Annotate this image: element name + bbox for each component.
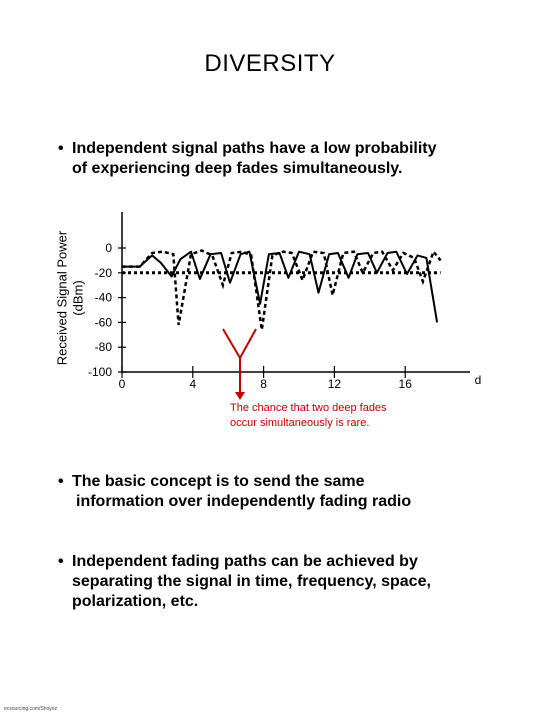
bullet-3-line-1: Independent fading paths can be achieved… <box>72 553 418 570</box>
bullet-2: • The basic concept is to send the same i… <box>58 472 518 512</box>
x-axis-label: d <box>475 373 482 387</box>
y-tick-label: -20 <box>95 266 113 280</box>
x-tick-label: 8 <box>260 377 267 391</box>
bullet-1-line-1: Independent signal paths have a low prob… <box>72 140 437 157</box>
x-tick-label: 4 <box>189 377 196 391</box>
bullet-marker: • <box>58 553 64 570</box>
bullet-1: • Independent signal paths have a low pro… <box>58 139 518 179</box>
annotation-line-1: The chance that two deep fades <box>230 402 387 414</box>
x-tick-label: 0 <box>119 377 126 391</box>
bullet-3-line-3: polarization, etc. <box>72 593 199 610</box>
y-tick-label: 0 <box>105 241 112 255</box>
bullet-1-line-2: of experiencing deep fades simultaneousl… <box>72 160 403 177</box>
footer-source: ecsourcing.com/Shoyoz <box>4 706 58 712</box>
bullet-2-line-2: information over independently fading ra… <box>76 493 412 510</box>
bullet-2-line-1: The basic concept is to send the same <box>72 473 365 490</box>
annotation: The chance that two deep fades occur sim… <box>230 401 460 431</box>
x-tick-label: 16 <box>399 377 413 391</box>
x-tick-label: 12 <box>328 377 342 391</box>
series-dashed-line <box>122 249 442 330</box>
y-tick-label: -40 <box>95 291 113 305</box>
bullet-3: • Independent fading paths can be achieve… <box>58 552 518 612</box>
arrow-fork <box>222 328 257 361</box>
arrow-head <box>235 392 245 400</box>
page-title: DIVERSITY <box>204 50 336 77</box>
bullet-marker: • <box>58 140 64 157</box>
series-solid-line <box>122 250 439 323</box>
y-tick-label: -80 <box>95 340 113 354</box>
bullet-marker: • <box>58 473 64 490</box>
y-tick-label: -60 <box>95 315 113 329</box>
bullet-3-line-2: separating the signal in time, frequency… <box>72 573 431 590</box>
annotation-line-2: occur simultaneously is rare. <box>230 417 370 429</box>
y-tick-label: -100 <box>88 365 112 379</box>
